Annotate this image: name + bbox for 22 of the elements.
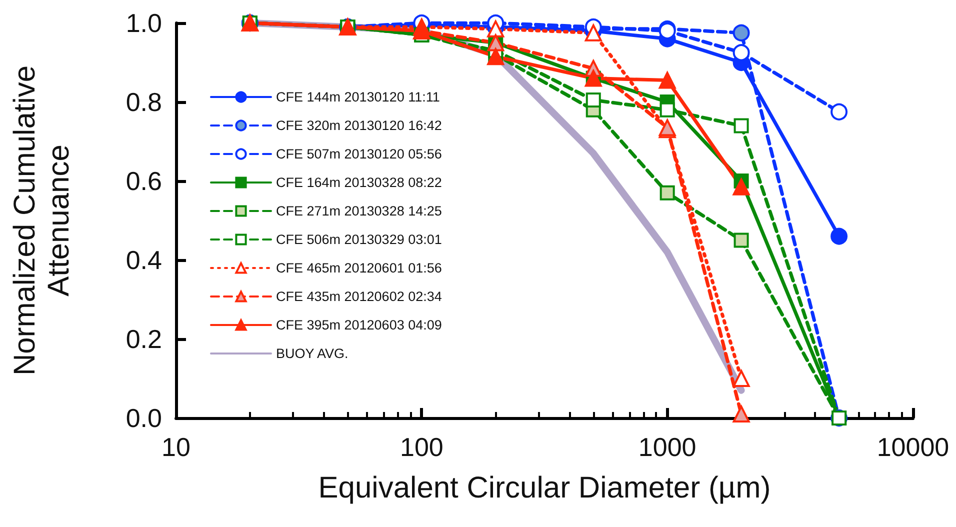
y-tick-label: 0.6 <box>126 166 162 196</box>
x-tick-label: 10000 <box>876 432 950 462</box>
legend-label: CFE 320m 20130120 16:42 <box>276 118 442 133</box>
y-tick-label: 0.4 <box>126 245 162 275</box>
x-tick-label: 10 <box>162 432 190 462</box>
y-tick-label: 0.2 <box>126 324 162 354</box>
legend-label: CFE 506m 20130329 03:01 <box>276 232 442 247</box>
legend-label: CFE 271m 20130328 14:25 <box>276 204 442 218</box>
x-tick-label: 1000 <box>638 432 696 462</box>
y-axis-title: Normalized Cumulative Attenuance <box>8 65 76 376</box>
legend-label: BUOY AVG. <box>276 346 348 361</box>
legend-label: CFE 507m 20130120 05:56 <box>276 146 442 162</box>
y-tick-label: 1.0 <box>126 8 162 38</box>
legend-label: CFE 465m 20120601 01:56 <box>276 260 442 276</box>
y-tick-label: 0.8 <box>126 87 162 117</box>
x-tick-label: 100 <box>400 432 444 462</box>
legend-label: CFE 164m 20130328 08:22 <box>276 175 442 190</box>
legend-label: CFE 435m 20120602 02:34 <box>276 289 442 304</box>
legend-label: CFE 395m 20120603 04:09 <box>276 318 442 332</box>
y-tick-label: 0.0 <box>126 403 162 433</box>
x-axis-title: Equivalent Circular Diameter (µm) <box>318 472 771 504</box>
legend-label: CFE 144m 20130120 11:11 <box>276 90 440 104</box>
